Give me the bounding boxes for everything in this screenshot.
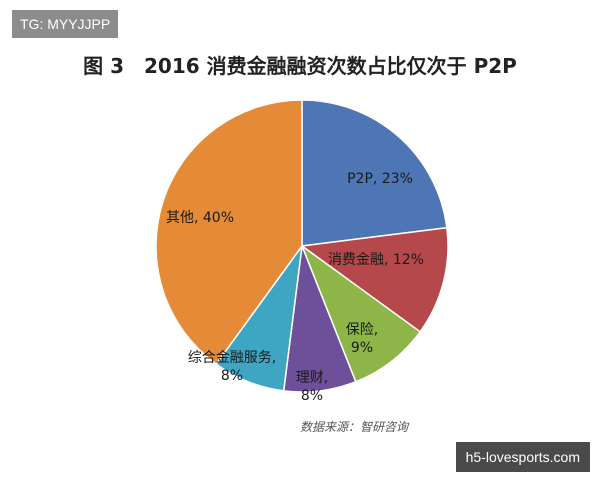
slice-label: P2P, 23% xyxy=(347,171,413,187)
watermark-top: TG: MYYJJPP xyxy=(12,10,119,38)
pie-slice xyxy=(301,99,448,247)
pie-slice xyxy=(155,99,303,366)
pie-slice xyxy=(300,226,449,333)
watermark-bottom: h5-lovesports.com xyxy=(455,442,590,472)
source-note: 数据来源：智研咨询 xyxy=(300,420,409,434)
slice-label: 消费金融, 12% xyxy=(328,252,424,268)
slice-label: 其他, 40% xyxy=(166,210,234,226)
slice-label: 理财, 8% xyxy=(296,370,328,404)
slice-label: 综合金融服务, 8% xyxy=(188,350,276,384)
pie-slice xyxy=(300,243,422,383)
chart-title: 图 3 2016 消费金融融资次数占比仅次于 P2P xyxy=(83,54,517,78)
slice-label: 保险, 9% xyxy=(346,322,378,356)
